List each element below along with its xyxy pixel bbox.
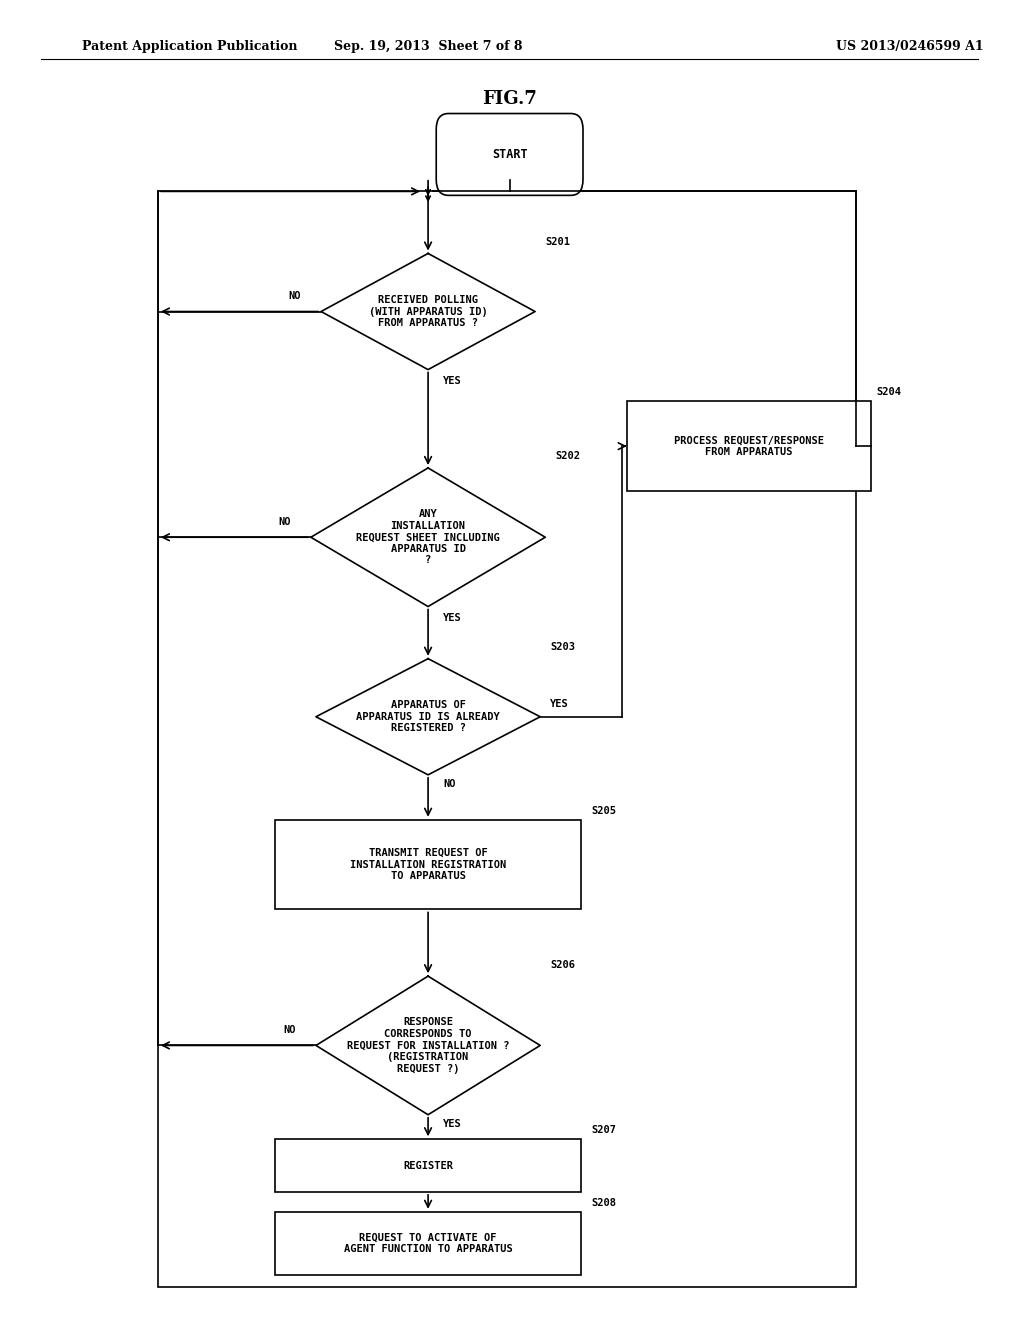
Text: S202: S202	[555, 451, 581, 462]
Polygon shape	[316, 977, 541, 1114]
Text: Patent Application Publication: Patent Application Publication	[82, 40, 297, 53]
Text: Sep. 19, 2013  Sheet 7 of 8: Sep. 19, 2013 Sheet 7 of 8	[334, 40, 522, 53]
Text: NO: NO	[283, 1024, 296, 1035]
Text: US 2013/0246599 A1: US 2013/0246599 A1	[836, 40, 983, 53]
Text: REQUEST TO ACTIVATE OF
AGENT FUNCTION TO APPARATUS: REQUEST TO ACTIVATE OF AGENT FUNCTION TO…	[344, 1233, 512, 1254]
Text: NO: NO	[443, 779, 456, 789]
Text: S203: S203	[550, 642, 575, 652]
Text: NO: NO	[288, 290, 301, 301]
Bar	[275, 820, 581, 909]
Text: APPARATUS OF
APPARATUS ID IS ALREADY
REGISTERED ?: APPARATUS OF APPARATUS ID IS ALREADY REG…	[356, 700, 500, 734]
Polygon shape	[322, 253, 536, 370]
Bar	[275, 1139, 581, 1192]
Text: S208: S208	[591, 1197, 616, 1208]
Text: TRANSMIT REQUEST OF
INSTALLATION REGISTRATION
TO APPARATUS: TRANSMIT REQUEST OF INSTALLATION REGISTR…	[350, 847, 506, 882]
Text: RESPONSE
CORRESPONDS TO
REQUEST FOR INSTALLATION ?
(REGISTRATION
REQUEST ?): RESPONSE CORRESPONDS TO REQUEST FOR INST…	[347, 1018, 509, 1073]
Bar	[275, 1212, 581, 1275]
Text: S205: S205	[591, 805, 616, 816]
Text: S201: S201	[546, 236, 570, 247]
Bar	[627, 401, 871, 491]
Text: START: START	[492, 148, 527, 161]
Text: YES: YES	[550, 698, 569, 709]
Text: S204: S204	[877, 387, 901, 397]
Text: PROCESS REQUEST/RESPONSE
FROM APPARATUS: PROCESS REQUEST/RESPONSE FROM APPARATUS	[674, 436, 824, 457]
Text: YES: YES	[443, 612, 462, 623]
Bar	[158, 191, 856, 1287]
Text: S207: S207	[591, 1125, 616, 1135]
Polygon shape	[311, 469, 546, 607]
FancyBboxPatch shape	[436, 114, 583, 195]
Text: ANY
INSTALLATION
REQUEST SHEET INCLUDING
APPARATUS ID
?: ANY INSTALLATION REQUEST SHEET INCLUDING…	[356, 510, 500, 565]
Text: YES: YES	[443, 1119, 462, 1129]
Text: NO: NO	[278, 516, 291, 527]
Text: RECEIVED POLLING
(WITH APPARATUS ID)
FROM APPARATUS ?: RECEIVED POLLING (WITH APPARATUS ID) FRO…	[369, 294, 487, 329]
Text: YES: YES	[443, 376, 462, 387]
Polygon shape	[316, 659, 541, 775]
Text: S206: S206	[550, 960, 575, 969]
Text: REGISTER: REGISTER	[403, 1160, 453, 1171]
Text: FIG.7: FIG.7	[482, 90, 537, 108]
